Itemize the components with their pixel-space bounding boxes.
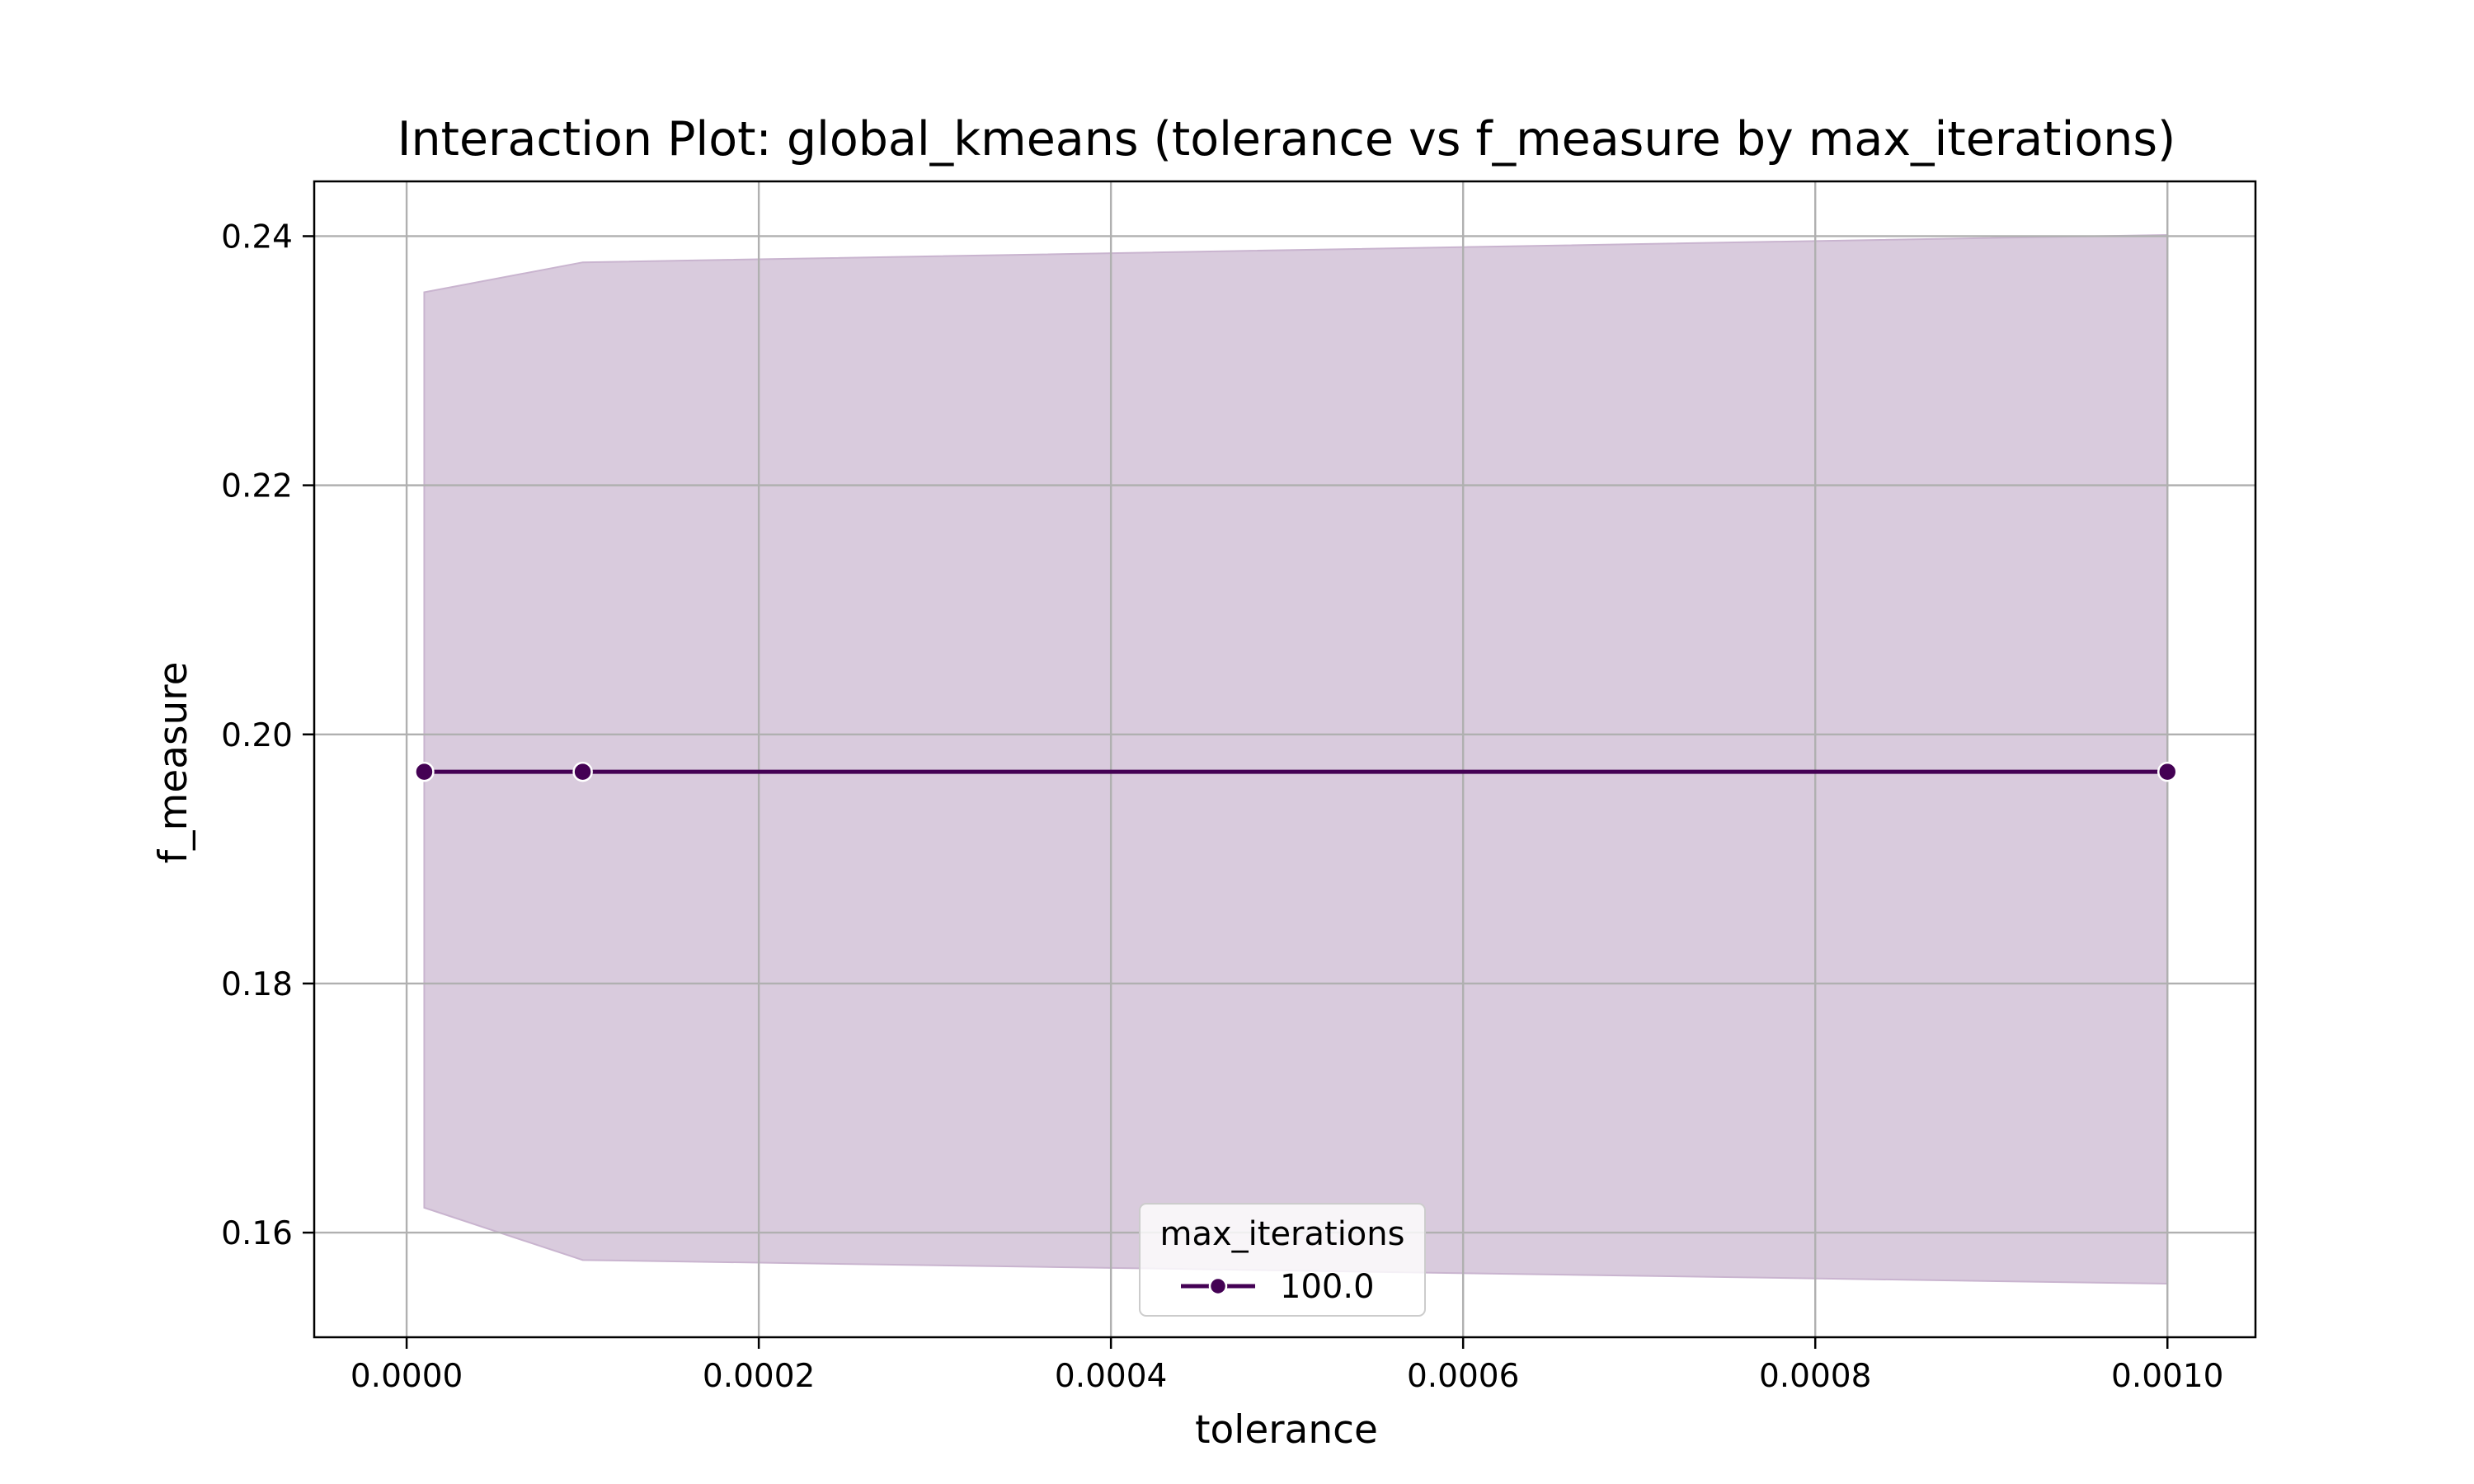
y-tick-label: 0.22 bbox=[221, 468, 293, 505]
chart-title: Interaction Plot: global_kmeans (toleran… bbox=[397, 112, 2176, 167]
data-point bbox=[2157, 761, 2178, 782]
x-tick-label: 0.0004 bbox=[1055, 1358, 1167, 1395]
x-axis-label: tolerance bbox=[1195, 1407, 1378, 1453]
data-point bbox=[572, 761, 593, 782]
axes-frame bbox=[313, 180, 2257, 1339]
x-tick-label: 0.0008 bbox=[1759, 1358, 1871, 1395]
y-tick-label: 0.16 bbox=[221, 1215, 293, 1252]
x-tick-label: 0.0002 bbox=[703, 1358, 815, 1395]
plot-area: 0.0000 0.0002 0.0004 0.0006 0.0008 0.0010 0.16… bbox=[221, 180, 2257, 1395]
y-tick-label: 0.20 bbox=[221, 717, 293, 754]
y-tick-label: 0.24 bbox=[221, 218, 293, 256]
legend-entry-label: 100.0 bbox=[1280, 1268, 1375, 1306]
y-axis-label: f_measure bbox=[151, 661, 196, 863]
data-point bbox=[414, 761, 435, 782]
legend: max_iterations 100.0 bbox=[1139, 1203, 1426, 1317]
x-tick-label: 0.0010 bbox=[2111, 1358, 2223, 1395]
legend-marker-swatch bbox=[1208, 1276, 1228, 1296]
legend-title: max_iterations bbox=[1160, 1215, 1405, 1253]
x-tick-label: 0.0006 bbox=[1407, 1358, 1519, 1395]
y-tick-label: 0.18 bbox=[221, 966, 293, 1003]
x-tick-label: 0.0000 bbox=[350, 1358, 463, 1395]
confidence-band bbox=[423, 233, 2169, 1285]
